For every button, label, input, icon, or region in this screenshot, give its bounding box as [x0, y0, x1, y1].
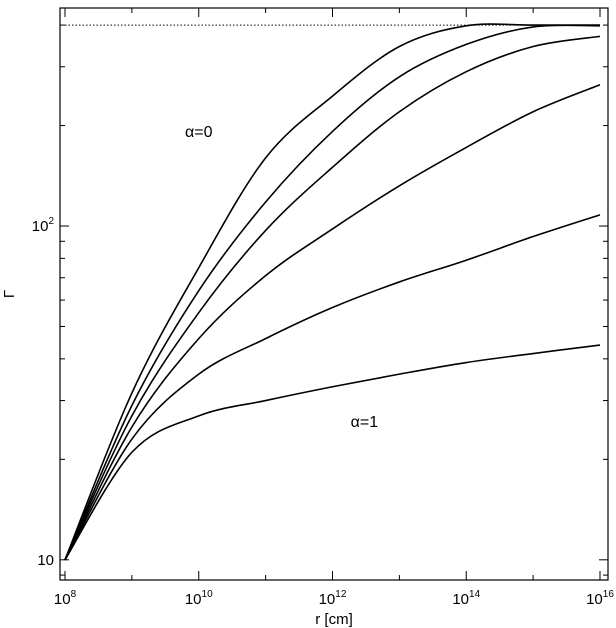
x-tick-label: 1014: [452, 589, 480, 608]
tick-labels: 108 1010 1012 1014 1016 10 102: [32, 216, 615, 608]
x-tick-label: 1012: [319, 589, 347, 608]
series-line-2: [64, 24, 601, 561]
series-line-3: [64, 35, 601, 561]
x-axis-label: r [cm]: [315, 611, 353, 628]
plot-area: [59, 7, 609, 581]
y-tick-label: 10: [37, 552, 54, 569]
series-line-6: [64, 344, 601, 561]
y-axis-label: Γ: [1, 290, 18, 298]
series-line-1: [64, 23, 601, 561]
x-tick-label: 1010: [185, 589, 213, 608]
annotation-label: α=0: [185, 124, 213, 141]
axis-ticks: [60, 8, 608, 580]
series-group: [64, 23, 601, 561]
x-tick-label: 108: [54, 589, 77, 608]
plot-border: [59, 7, 609, 581]
x-tick-label: 1016: [586, 589, 614, 608]
annotation-label: α=1: [351, 414, 379, 431]
series-line-5: [64, 214, 601, 561]
y-tick-label: 102: [32, 216, 55, 235]
annotations: α=0 α=1: [185, 124, 378, 431]
series-line-4: [64, 84, 601, 561]
